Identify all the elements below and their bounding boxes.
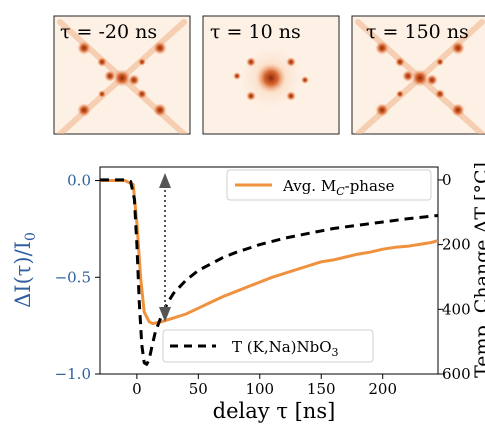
x-axis-label: delay τ [ns] <box>213 399 336 423</box>
diffraction-spot <box>153 41 167 55</box>
arrow-head-up <box>159 173 171 188</box>
arrow-head-down <box>159 307 171 322</box>
diffraction-streak <box>417 19 485 81</box>
panel-label: τ = 150 ns <box>366 21 469 43</box>
diffraction-pattern <box>233 44 309 112</box>
diffraction-spot <box>137 89 147 99</box>
diffraction-pattern <box>355 19 485 134</box>
diffraction-spot <box>436 58 444 66</box>
series-line-avg-mc-phase <box>100 179 438 326</box>
legend-label-temp: T (K,Na)NbO3 <box>232 338 339 359</box>
x-axis-ticks: 0 50 100 150 200 <box>132 374 397 398</box>
diffraction-spot <box>435 89 445 99</box>
y-axis-ticks: 0.0 −0.5 −1.0 <box>55 172 100 383</box>
diffraction-panel-3: τ = 150 ns <box>351 15 485 135</box>
diffraction-streak <box>57 75 125 134</box>
x-tick-label: 200 <box>368 380 397 398</box>
diffraction-spot <box>153 103 167 117</box>
x-tick-label: 0 <box>132 380 142 398</box>
diffraction-panels: τ = -20 ns τ = 10 ns τ = 150 ns <box>53 15 485 135</box>
y-tick-label: −1.0 <box>55 365 91 383</box>
x-tick-label: 100 <box>245 380 274 398</box>
y2-axis-label: Temp. Change ΔT [°C] <box>471 162 485 378</box>
legend-box <box>162 329 374 363</box>
diffraction-panel-1: τ = -20 ns <box>53 15 191 135</box>
change-arrow <box>159 173 171 322</box>
diffraction-spot <box>451 41 465 55</box>
plot-frame <box>99 166 439 375</box>
x-tick-label: 50 <box>189 380 208 398</box>
x-tick-label: 150 <box>307 380 336 398</box>
series-layer <box>100 178 438 366</box>
legend-label-avg: Avg. MC-phase <box>282 177 395 198</box>
series-line-temperature <box>100 178 438 366</box>
y2-tick-label: 200 <box>442 236 471 254</box>
legend-avg: Avg. MC-phase <box>226 169 432 201</box>
y-tick-label: 0.0 <box>67 172 91 190</box>
diffraction-streak <box>119 19 187 81</box>
diffraction-spot <box>246 91 256 101</box>
diffraction-spot <box>104 70 116 82</box>
diffraction-panel-2: τ = 10 ns <box>202 15 340 135</box>
diffraction-streak <box>417 75 485 134</box>
y2-tick-label: 0 <box>442 171 452 189</box>
diffraction-spot <box>402 70 414 82</box>
diffraction-spot <box>286 91 296 101</box>
diffraction-spot <box>233 72 241 80</box>
diffraction-streak <box>119 75 187 134</box>
diffraction-spot <box>97 57 107 67</box>
diffraction-spot <box>451 103 465 117</box>
diffraction-spot <box>426 74 438 86</box>
diffraction-spot <box>77 41 91 55</box>
panel-label: τ = 10 ns <box>210 21 301 43</box>
diffraction-spot <box>246 57 256 67</box>
diffraction-pattern <box>57 19 187 134</box>
y2-tick-label: 400 <box>442 300 471 318</box>
delay-chart: 0 50 100 150 200 0.0 −0.5 −1.0 0 200 400 600 Avg.… <box>11 162 485 423</box>
diffraction-spot <box>128 74 140 86</box>
diffraction-spot <box>375 41 389 55</box>
diffraction-spot <box>77 103 91 117</box>
diffraction-spot <box>286 57 296 67</box>
diffraction-streak <box>57 19 125 81</box>
diffraction-spot <box>411 69 429 87</box>
diffraction-spot <box>113 69 131 87</box>
legend-temp: T (K,Na)NbO3 <box>162 329 374 363</box>
diffraction-spot <box>256 63 286 93</box>
diffraction-spot <box>375 103 389 117</box>
diffraction-spot <box>138 58 146 66</box>
panel-label: τ = -20 ns <box>60 21 157 43</box>
diffraction-spot <box>98 90 106 98</box>
legend-box <box>226 169 432 201</box>
y-tick-label: −0.5 <box>55 268 91 286</box>
y2-axis-ticks: 0 200 400 600 <box>438 171 471 383</box>
diffraction-spot <box>395 57 405 67</box>
y2-tick-label: 600 <box>442 365 471 383</box>
y-axis-label: ΔI(τ)/I0 <box>11 232 39 308</box>
diffraction-spot <box>396 90 404 98</box>
diffraction-spot <box>301 76 309 84</box>
diffraction-streak <box>355 19 423 81</box>
diffraction-streak <box>355 75 423 134</box>
